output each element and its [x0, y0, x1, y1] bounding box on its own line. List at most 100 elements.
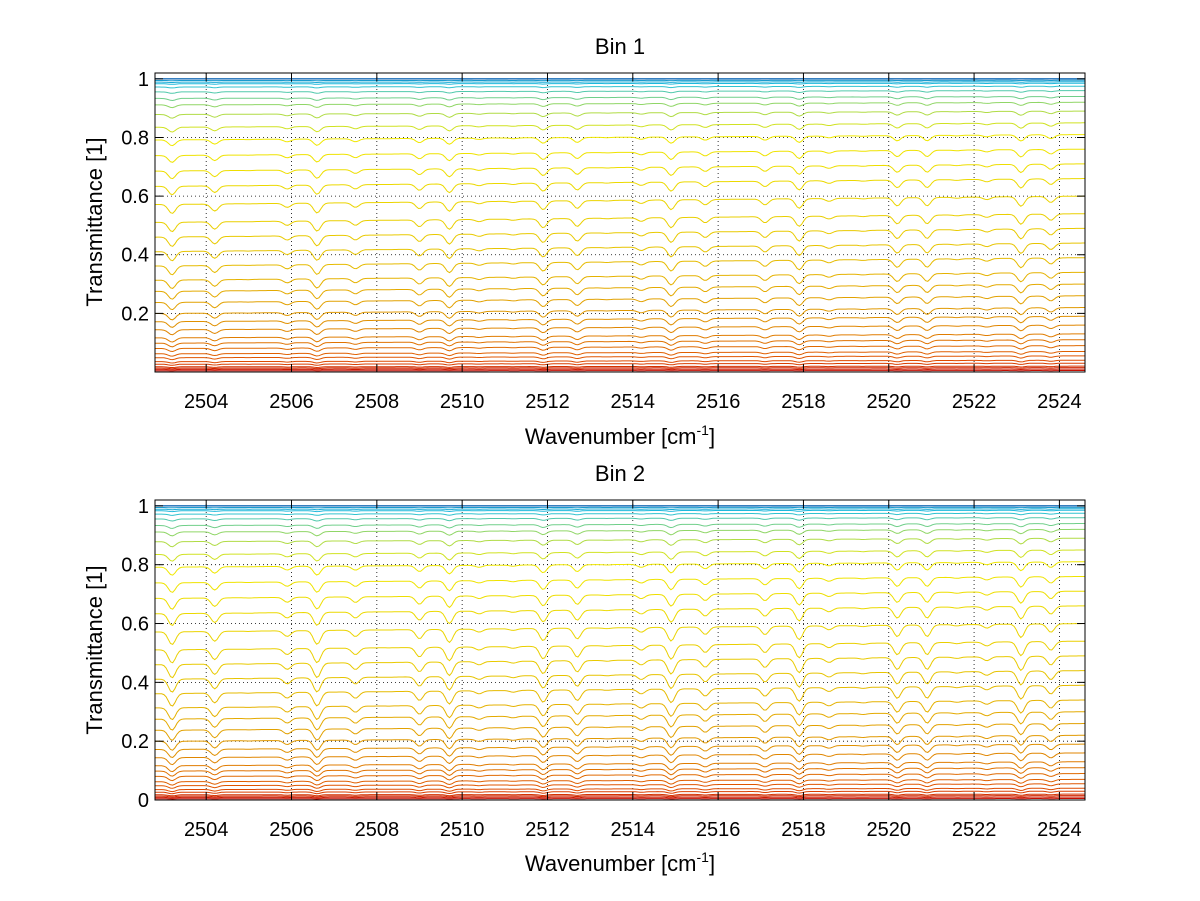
plot-frame: [154, 72, 1086, 373]
series-line: [155, 576, 1085, 593]
series-line: [155, 365, 1085, 369]
series-line: [154, 761, 1085, 773]
y-tick-labels: 0.2 0.4 0.6 0.8 1: [121, 69, 1085, 325]
y-axis-label: Transmittance [1]: [82, 137, 107, 306]
y-tick-label: 0.4: [121, 245, 149, 267]
series-line: [155, 723, 1085, 741]
x-tick-label: 2524: [1037, 819, 1082, 841]
x-tick-label: 2520: [867, 819, 912, 841]
y-tick-label: 1: [138, 496, 149, 518]
series-line: [155, 96, 1085, 102]
x-tick-label: 2524: [1037, 391, 1082, 413]
series-line: [155, 333, 1085, 343]
x-tick-label: 2514: [611, 391, 656, 413]
series-line: [155, 795, 1085, 798]
series-line: [155, 359, 1085, 364]
series-line: [155, 163, 1085, 180]
series-line: [155, 752, 1086, 766]
series-line: [155, 178, 1085, 196]
x-tick-label: 2522: [952, 819, 997, 841]
series-line: [155, 368, 1085, 371]
x-tick-label: 2508: [355, 391, 400, 413]
series-line: [155, 242, 1085, 262]
series-line: [155, 134, 1085, 147]
series-line: [154, 227, 1085, 247]
x-tick-labels: 2504 2506 2508 2510 2512 2514 2516 2518 2520 2522…: [184, 73, 1082, 413]
series-line: [155, 509, 1085, 513]
series-line: [155, 699, 1085, 721]
series-line: [155, 324, 1085, 336]
series-line: [155, 796, 1085, 799]
x-tick-label: 2522: [952, 391, 997, 413]
x-tick-label: 2516: [696, 391, 741, 413]
series-line: [155, 355, 1085, 361]
series-line: [154, 734, 1085, 751]
y-tick-label: 0.4: [121, 672, 149, 694]
series-line: [155, 655, 1085, 679]
y-tick-label: 0.2: [121, 731, 149, 753]
series-lines: [154, 505, 1086, 801]
series-line: [155, 339, 1085, 348]
series-line: [155, 351, 1085, 357]
series-line: [155, 122, 1085, 133]
x-tick-label: 2506: [269, 819, 314, 841]
y-tick-label: 0: [138, 790, 149, 812]
plot-frame: [154, 499, 1086, 801]
series-line: [155, 684, 1085, 707]
series-line: [155, 517, 1086, 522]
series-line: [155, 345, 1085, 353]
x-tick-label: 2518: [781, 819, 826, 841]
series-line: [155, 90, 1085, 94]
series-line: [155, 798, 1085, 800]
series-line: [155, 537, 1085, 548]
x-tick-label: 2508: [355, 819, 400, 841]
y-axis-label: Transmittance [1]: [82, 565, 107, 734]
y-tick-label: 0.8: [121, 127, 149, 149]
x-tick-label: 2520: [867, 391, 912, 413]
series-line: [155, 783, 1085, 789]
x-axis-label: Wavenumber [cm-1]: [525, 422, 715, 449]
x-tick-label: 2504: [184, 391, 229, 413]
series-line: [155, 561, 1085, 576]
series-line: [155, 787, 1085, 793]
series-line: [155, 790, 1085, 795]
series-line: [154, 195, 1085, 214]
series-line: [155, 508, 1085, 511]
series-line: [155, 590, 1085, 610]
series-line: [155, 82, 1085, 85]
series-line: [155, 85, 1085, 89]
series-line: [155, 148, 1085, 163]
x-tick-label: 2518: [781, 391, 826, 413]
series-line: [154, 295, 1085, 311]
series-line: [155, 213, 1085, 233]
y-tick-labels: 0 0.2 0.4 0.6 0.8 1: [121, 496, 1085, 812]
x-tick-label: 2516: [696, 819, 741, 841]
series-line: [155, 640, 1085, 664]
subplot-bin-2: Bin 2 2504 2506 2508 2510 2512 2514 2516 2518 25…: [82, 461, 1086, 876]
series-line: [155, 605, 1085, 627]
series-line: [155, 81, 1085, 84]
chart-title: Bin 2: [595, 461, 645, 486]
series-line: [155, 743, 1085, 759]
y-tick-label: 0.6: [121, 186, 149, 208]
y-tick-label: 1: [138, 69, 149, 91]
series-line: [155, 315, 1085, 328]
series-line: [155, 283, 1085, 300]
series-line: [155, 101, 1085, 109]
series-line: [155, 528, 1085, 537]
y-tick-label: 0.8: [121, 555, 149, 577]
series-line: [155, 767, 1086, 777]
series-line: [155, 549, 1085, 562]
series-line: [155, 512, 1085, 516]
y-tick-label: 0.6: [121, 614, 149, 636]
series-line: [155, 523, 1085, 529]
x-tick-label: 2514: [611, 819, 656, 841]
series-line: [155, 367, 1085, 370]
chart-title: Bin 1: [595, 34, 645, 59]
series-line: [155, 307, 1085, 321]
x-axis-label: Wavenumber [cm-1]: [525, 849, 715, 876]
x-tick-label: 2510: [440, 819, 485, 841]
x-tick-label: 2512: [525, 819, 570, 841]
subplot-bin-1: Bin 1 2504 2506 2508 2510 2512 2514 2516 2518 25…: [82, 34, 1086, 449]
series-line: [155, 793, 1085, 797]
